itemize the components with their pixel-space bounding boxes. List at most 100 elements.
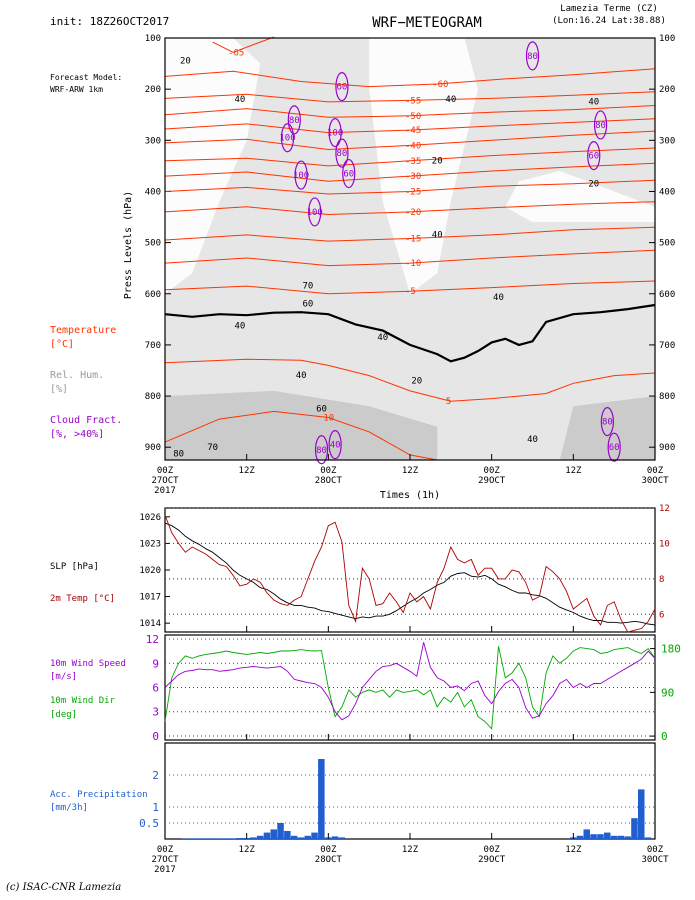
time-tick-label: 12Z xyxy=(239,845,256,855)
rh-contour-label: 60 xyxy=(316,404,327,414)
precip-bar xyxy=(331,836,339,839)
pressure-tick-label-left: 300 xyxy=(145,136,161,146)
cloud-contour xyxy=(294,160,308,190)
precip-bar xyxy=(624,836,631,839)
isotherm xyxy=(164,249,656,267)
time-tick-date: 30OCT xyxy=(641,476,669,486)
wspd-tick-label: 9 xyxy=(152,657,159,670)
pressure-tick-label-right: 900 xyxy=(659,443,675,453)
cloud-contour-label: 80 xyxy=(527,52,538,62)
time-tick-date: 28OCT xyxy=(315,476,343,486)
isotherm-label: -15 xyxy=(405,235,421,245)
rh-contour-label: 20 xyxy=(432,156,443,166)
rh-contour-label: 70 xyxy=(302,282,313,292)
time-axis-label: Times (1h) xyxy=(380,490,440,501)
pressure-tick-label-right: 700 xyxy=(659,341,675,351)
isotherm xyxy=(212,36,275,53)
time-tick-label: 00Z xyxy=(484,466,501,476)
isotherm-label: -65 xyxy=(228,48,244,58)
pressure-tick-label-left: 700 xyxy=(145,341,161,351)
rh-contour-label: 40 xyxy=(234,95,245,105)
isotherm-label: -55 xyxy=(405,96,421,106)
coords-label: (Lon:16.24 Lat:38.88) xyxy=(552,16,666,26)
cloud-contour xyxy=(335,71,349,102)
pressure-tick-label-left: 200 xyxy=(145,85,161,95)
t2m-tick-label: 6 xyxy=(659,610,664,620)
time-tick-label: 00Z xyxy=(484,845,501,855)
wdir-label-2: [deg] xyxy=(50,710,77,720)
precip-bar xyxy=(318,759,325,839)
precip-bar xyxy=(188,838,196,839)
cloud-contour-label: 100 xyxy=(293,171,309,181)
location-label: Lamezia Terme (CZ) xyxy=(560,4,658,14)
legend-rh-unit: [%] xyxy=(50,384,68,395)
wspd-tick-label: 0 xyxy=(152,730,159,743)
precip-bar xyxy=(250,837,257,839)
precip-bar xyxy=(284,831,291,839)
precip-bar xyxy=(263,832,271,839)
pressure-tick-label-left: 600 xyxy=(145,290,161,300)
cloud-contour-label: 100 xyxy=(307,208,323,218)
time-tick-label: 00Z xyxy=(647,845,664,855)
time-tick-label: 00Z xyxy=(157,845,174,855)
rh-contour-label: 40 xyxy=(445,95,456,105)
precip-bar xyxy=(583,829,590,839)
model-label-1: Forecast Model: xyxy=(50,73,122,82)
precip-bar xyxy=(222,838,230,839)
cloud-contour xyxy=(342,158,356,189)
rh-contour-label: 20 xyxy=(588,179,599,189)
wdir-tick-label: 0 xyxy=(661,730,668,743)
time-tick-label: 00Z xyxy=(157,466,174,476)
wdir-line xyxy=(164,646,656,730)
cloud-contour-label: 80 xyxy=(595,121,606,131)
rh-band xyxy=(165,38,261,294)
cloud-contour-label: 40 xyxy=(330,441,341,451)
t2m-label: 2m Temp [°C] xyxy=(50,594,115,604)
pressure-tick-label-right: 800 xyxy=(659,392,675,402)
precip-bar xyxy=(638,789,645,839)
slp-tick-label: 1017 xyxy=(139,593,161,603)
legend-rh-label: Rel. Hum. xyxy=(50,370,104,381)
cloud-contour-label: 80 xyxy=(316,446,327,456)
time-tick-date: 29OCT xyxy=(478,476,506,486)
isotherm xyxy=(164,105,656,118)
precip-bar xyxy=(311,832,318,839)
isotherm xyxy=(164,358,656,402)
cloud-contour-label: 100 xyxy=(279,134,295,144)
cloud-contour-label: 80 xyxy=(337,149,348,159)
precip-bar xyxy=(290,835,298,839)
isotherm-label: -45 xyxy=(405,126,421,136)
time-tick-date: 27OCT xyxy=(151,855,179,865)
isotherm-label: 10 xyxy=(323,414,334,424)
precip-bar xyxy=(216,838,223,839)
t2m-line xyxy=(164,514,656,633)
precip-bar xyxy=(338,837,345,839)
precip-bar xyxy=(604,832,611,839)
cloud-contour-label: 80 xyxy=(289,116,300,126)
t2m-tick-label: 8 xyxy=(659,575,664,585)
isotherm xyxy=(164,201,656,216)
slp-tick-label: 1026 xyxy=(139,513,161,523)
pressure-tick-label-right: 100 xyxy=(659,34,675,44)
rh-contour-label: 80 xyxy=(173,449,184,459)
time-tick-date: 30OCT xyxy=(641,855,669,865)
precip-tick-label: 1 xyxy=(152,801,159,814)
slp-label: SLP [hPa] xyxy=(50,562,99,572)
rh-contour-label: 20 xyxy=(180,57,191,67)
legend-cloud-unit: [%, >40%] xyxy=(50,429,104,440)
rh-band xyxy=(165,390,438,460)
legend-cloud-label: Cloud Fract. xyxy=(50,415,122,426)
time-tick-date: 27OCT xyxy=(151,476,179,486)
isotherm-label: -60 xyxy=(432,80,448,90)
isotherm xyxy=(164,226,656,242)
precip-bar xyxy=(229,838,237,839)
isotherm-label: -30 xyxy=(405,172,421,182)
rh-contour-label: 40 xyxy=(296,371,307,381)
cloud-contour-label: 60 xyxy=(588,152,599,162)
slp-panel-frame xyxy=(164,507,656,633)
precip-bar xyxy=(202,838,209,839)
legend-temp-unit: [°C] xyxy=(50,339,74,350)
isotherm xyxy=(164,162,656,182)
precip-bar xyxy=(270,829,277,839)
wspd-tick-label: 6 xyxy=(152,682,159,695)
